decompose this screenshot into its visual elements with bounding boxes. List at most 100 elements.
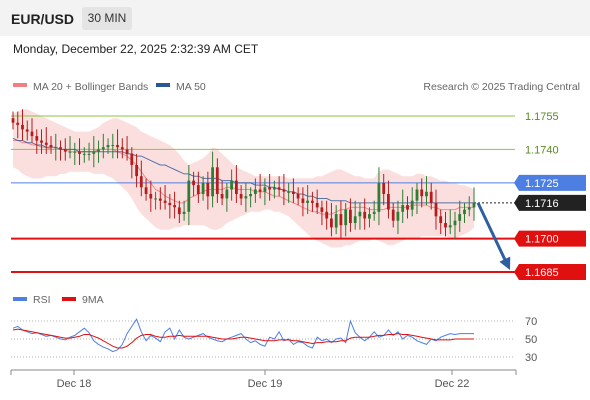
candle-body <box>410 200 414 210</box>
candle-body <box>187 180 191 212</box>
chart-legend: MA 20 + Bollinger Bands MA 50 Research ©… <box>13 81 580 93</box>
candle-body <box>334 214 338 228</box>
candle-body <box>16 122 20 125</box>
timeframe-button[interactable]: 30 MIN <box>82 7 132 30</box>
candle-body <box>230 180 233 190</box>
candle-body <box>106 145 110 148</box>
candle-body <box>382 182 386 194</box>
candle-body <box>201 182 205 194</box>
candle-body <box>87 153 91 155</box>
bollinger-legend-label: MA 20 + Bollinger Bands <box>33 81 148 93</box>
candle-body <box>220 194 224 199</box>
candle-body <box>163 200 167 203</box>
level-tag-bg-1.1716 <box>514 194 586 211</box>
candle-body <box>339 214 343 226</box>
level-tag-bg-1.1725 <box>514 174 586 191</box>
candle-body <box>363 211 367 219</box>
rsi-ma-legend-swatch <box>62 297 76 301</box>
candle-body <box>344 209 348 226</box>
candle-body <box>196 185 200 194</box>
x-tick-label: Dec 22 <box>435 378 470 390</box>
candle-body <box>59 147 62 150</box>
candle-body <box>206 182 210 197</box>
forecast-arrow-head <box>499 256 511 270</box>
candle-body <box>54 147 58 149</box>
candle-body <box>368 214 371 219</box>
level-tag-bg-1.1685 <box>514 264 586 280</box>
candle-body <box>330 218 333 228</box>
candle-body <box>268 187 271 190</box>
moving-averages <box>12 137 474 204</box>
candle-body <box>211 167 214 197</box>
bollinger-legend-swatch <box>13 83 27 87</box>
candle-body <box>287 191 290 193</box>
candle-body <box>44 142 48 145</box>
candle-body <box>168 202 172 206</box>
candle-body <box>139 176 143 188</box>
candle-body <box>425 191 428 197</box>
level-label-1.1716: 1.1716 <box>525 198 559 210</box>
copyright-text: Research © 2025 Trading Central <box>423 81 580 93</box>
candle-body <box>420 189 424 197</box>
level-label-1.1685: 1.1685 <box>525 267 559 279</box>
header: EUR/USD 30 MIN <box>0 0 590 36</box>
candle-body <box>158 198 162 201</box>
candle-body <box>225 189 229 199</box>
candle-body <box>429 191 433 203</box>
candle-body <box>320 207 324 212</box>
candle-body <box>73 151 77 153</box>
bollinger-bands <box>13 109 474 248</box>
rsi-line <box>12 318 474 353</box>
candle-body <box>239 194 243 199</box>
candle-body <box>458 214 462 221</box>
candle-body <box>97 149 100 152</box>
candle-body <box>453 220 457 226</box>
ma50-legend-swatch <box>156 83 170 87</box>
candle-body <box>177 207 181 215</box>
forecast-arrow <box>476 202 511 270</box>
candle-body <box>391 209 395 221</box>
candle-body <box>244 196 248 199</box>
bollinger-band-area <box>13 109 474 248</box>
candle-body <box>116 145 119 148</box>
rsi-tick-70: 70 <box>525 316 537 328</box>
candle-body <box>254 189 257 194</box>
rsi-ma-legend-label: 9MA <box>82 294 104 306</box>
candle-body <box>301 198 305 203</box>
candle-body <box>35 136 39 141</box>
candle-body <box>78 151 81 154</box>
candle-body <box>273 187 276 190</box>
candle-body <box>101 147 105 150</box>
candle-body <box>258 189 262 192</box>
candle-body <box>325 211 329 219</box>
candle-body <box>277 187 281 190</box>
candle-body <box>292 191 295 194</box>
ma50-legend-label: MA 50 <box>176 81 206 93</box>
candle-body <box>92 151 96 154</box>
rsi-ma-line <box>12 328 474 349</box>
level-label-1.1700: 1.1700 <box>525 234 559 246</box>
level-label-1.1740: 1.1740 <box>525 144 559 156</box>
candle-body <box>444 223 447 228</box>
candle-body <box>49 145 53 148</box>
candle-body <box>25 129 29 132</box>
candle-body <box>448 225 452 228</box>
candle-body <box>467 207 471 210</box>
candlesticks <box>11 109 476 239</box>
candle-body <box>30 131 34 137</box>
candle-body <box>306 200 309 203</box>
rsi-tick-50: 50 <box>525 334 537 346</box>
candle-body <box>82 153 86 155</box>
candle-body <box>349 209 352 223</box>
candle-body <box>415 189 419 201</box>
rsi-legend-label: RSI <box>33 294 51 306</box>
candle-body <box>120 147 124 150</box>
candle-body <box>311 200 314 203</box>
rsi-tick-30: 30 <box>525 352 537 364</box>
currency-pair: EUR/USD <box>11 11 75 27</box>
candle-body <box>144 187 148 194</box>
candle-body <box>182 211 186 214</box>
candle-body <box>40 140 43 143</box>
ma50-line <box>12 137 474 204</box>
